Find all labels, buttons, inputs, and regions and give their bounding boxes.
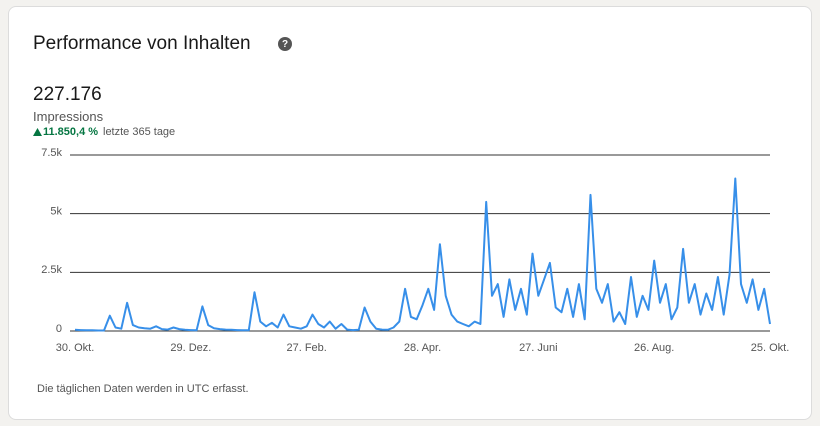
data-line xyxy=(74,177,771,332)
x-tick-label: 28. Apr. xyxy=(404,342,441,354)
y-tick-label: 7.5k xyxy=(41,147,62,159)
up-arrow xyxy=(33,128,42,136)
x-tick-label: 27. Juni xyxy=(519,342,558,354)
metric-label: Impressions xyxy=(33,109,104,124)
x-tick-label: 25. Okt. xyxy=(751,342,790,354)
x-tick-label: 27. Feb. xyxy=(286,342,326,354)
total-value: 227.176 xyxy=(33,84,102,105)
period: letzte 365 tage xyxy=(103,126,176,138)
x-tick-label: 29. Dez. xyxy=(170,342,211,354)
svg-text:?: ? xyxy=(282,39,288,50)
x-tick-label: 30. Okt. xyxy=(56,342,95,354)
footnote: Die täglichen Daten werden in UTC erfass… xyxy=(37,383,249,395)
y-tick-label: 2.5k xyxy=(41,264,62,276)
change: 11.850,4 % xyxy=(43,126,99,138)
card: Performance von Inhalten ? 227.176 Impre… xyxy=(8,6,812,420)
y-tick-label: 5k xyxy=(50,206,62,218)
y-tick-label: 0 xyxy=(56,323,62,335)
x-tick-label: 26. Aug. xyxy=(634,342,674,354)
help-icon[interactable]: ? xyxy=(277,36,293,52)
title: Performance von Inhalten xyxy=(33,33,251,54)
